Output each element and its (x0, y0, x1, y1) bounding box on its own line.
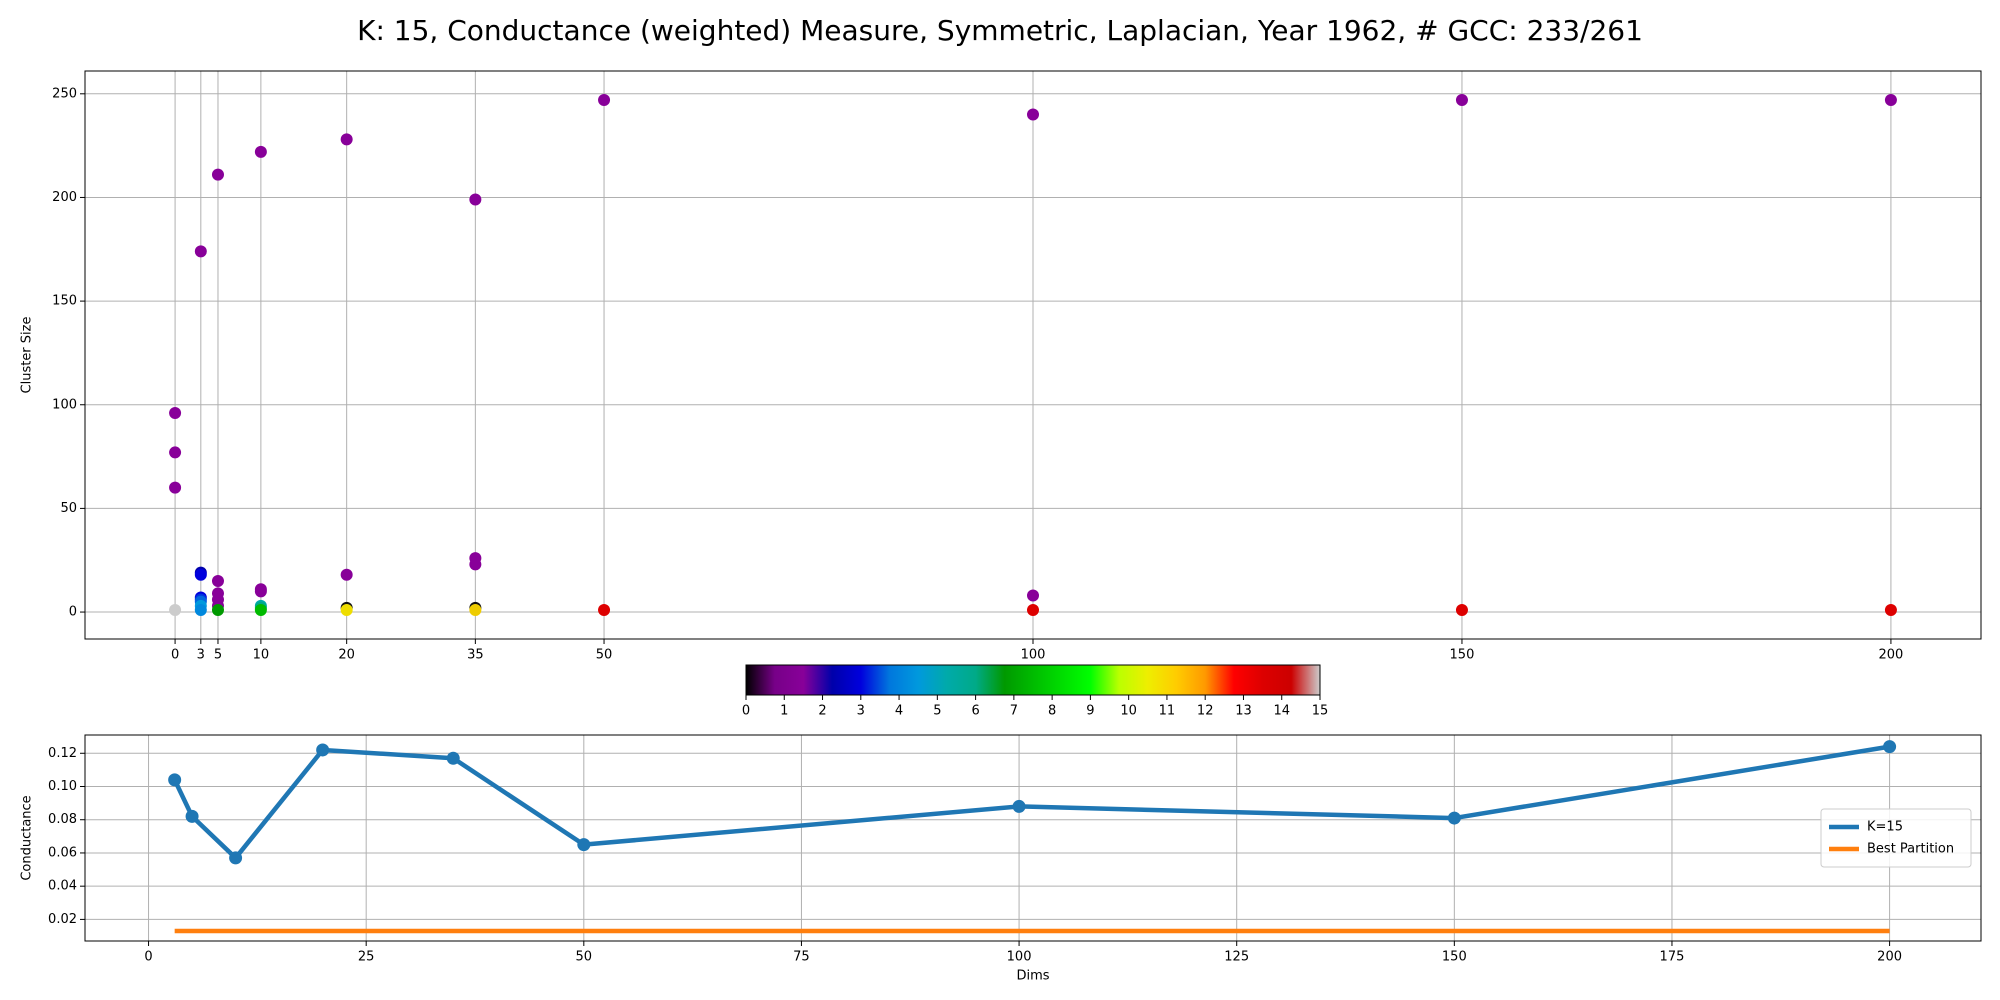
x-tick-label: 100 (1007, 950, 1032, 965)
chart-title: K: 15, Conductance (weighted) Measure, S… (357, 14, 1643, 47)
y-axis-label: Conductance (20, 795, 35, 880)
scatter-point (469, 603, 482, 616)
x-tick-label: 0 (171, 648, 179, 663)
scatter-point (469, 558, 482, 571)
colorbar-tick-label: 6 (971, 704, 979, 719)
x-tick-label: 50 (596, 648, 613, 663)
plot-frame (84, 70, 1982, 640)
x-tick-label: 200 (1877, 950, 1902, 965)
scatter-point (340, 133, 353, 146)
scatter-point (1455, 603, 1468, 616)
colorbar-tick-label: 2 (818, 704, 826, 719)
plot-frame (84, 734, 1982, 942)
scatter-point (254, 603, 267, 616)
x-axis-label: Dims (1016, 969, 1049, 984)
colorbar-tick-label: 1 (780, 704, 788, 719)
colorbar-tick-label: 15 (1312, 704, 1329, 719)
colorbar-tick-label: 0 (742, 704, 750, 719)
scatter-point (1455, 94, 1468, 107)
x-tick-label: 25 (358, 950, 375, 965)
x-tick-label: 75 (793, 950, 810, 965)
x-tick-label: 0 (144, 950, 152, 965)
colorbar-tick-label: 12 (1197, 704, 1214, 719)
line-marker (1012, 799, 1026, 813)
colorbar-tick-label: 11 (1159, 704, 1176, 719)
line-marker (1447, 811, 1461, 825)
scatter-point (340, 603, 353, 616)
scatter-point (469, 193, 482, 206)
x-tick-label: 100 (1021, 648, 1046, 663)
legend-box (1820, 808, 1972, 868)
scatter-point (211, 168, 224, 181)
scatter-point (194, 568, 207, 581)
legend-label: Best Partition (1867, 842, 1954, 857)
y-tick-label: 50 (60, 501, 77, 516)
scatter-point (1027, 603, 1039, 616)
scatter-point (1027, 589, 1039, 602)
colorbar-tick-label: 9 (1086, 704, 1094, 719)
y-tick-label: 250 (52, 86, 77, 101)
line-marker (229, 851, 243, 865)
y-tick-label: 0.02 (48, 912, 77, 927)
scatter-point (1027, 108, 1039, 121)
colorbar-tick-label: 5 (933, 704, 941, 719)
y-tick-label: 0.10 (48, 779, 77, 794)
line-marker (316, 743, 330, 757)
x-tick-label: 200 (1879, 648, 1904, 663)
scatter-point (211, 574, 224, 587)
scatter-point (194, 603, 207, 616)
line-marker (185, 809, 199, 823)
colorbar-tick-label: 3 (857, 704, 865, 719)
colorbar (745, 664, 1321, 696)
scatter-point (254, 585, 267, 598)
colorbar-tick-label: 8 (1048, 704, 1056, 719)
y-tick-label: 0.08 (48, 812, 77, 827)
colorbar-tick-label: 4 (895, 704, 903, 719)
scatter-point (1884, 603, 1897, 616)
line-marker (577, 838, 591, 852)
line-marker (1883, 740, 1897, 754)
scatter-point (169, 603, 182, 616)
scatter-point (194, 245, 207, 258)
scatter-point (598, 94, 611, 107)
y-tick-label: 0.06 (48, 845, 77, 860)
scatter-point (169, 481, 182, 494)
y-tick-label: 100 (52, 397, 77, 412)
y-tick-label: 150 (52, 294, 77, 309)
x-tick-label: 20 (338, 648, 355, 663)
colorbar-tick-label: 10 (1120, 704, 1137, 719)
y-tick-label: 0 (69, 605, 77, 620)
colorbar-tick-label: 14 (1273, 704, 1290, 719)
x-tick-label: 50 (576, 950, 593, 965)
scatter-point (169, 407, 182, 420)
scatter-point (1884, 94, 1897, 107)
scatter-point (211, 603, 224, 616)
y-axis-label: Cluster Size (20, 317, 35, 394)
scatter-point (598, 603, 611, 616)
scatter-point (169, 446, 182, 459)
scatter-point (254, 145, 267, 158)
x-tick-label: 125 (1224, 950, 1249, 965)
y-tick-label: 0.04 (48, 879, 77, 894)
x-tick-label: 175 (1660, 950, 1685, 965)
x-tick-label: 150 (1450, 648, 1475, 663)
line-marker (446, 751, 460, 765)
x-tick-label: 150 (1442, 950, 1467, 965)
x-tick-label: 35 (467, 648, 484, 663)
colorbar-tick-label: 13 (1235, 704, 1252, 719)
colorbar-tick-label: 7 (1010, 704, 1018, 719)
y-tick-label: 200 (52, 190, 77, 205)
legend-label: K=15 (1867, 820, 1903, 835)
x-tick-label: 3 (197, 648, 205, 663)
x-tick-label: 10 (253, 648, 270, 663)
scatter-point (340, 568, 353, 581)
y-tick-label: 0.12 (48, 746, 77, 761)
x-tick-label: 5 (214, 648, 222, 663)
line-series (172, 744, 1890, 861)
line-marker (168, 773, 182, 787)
